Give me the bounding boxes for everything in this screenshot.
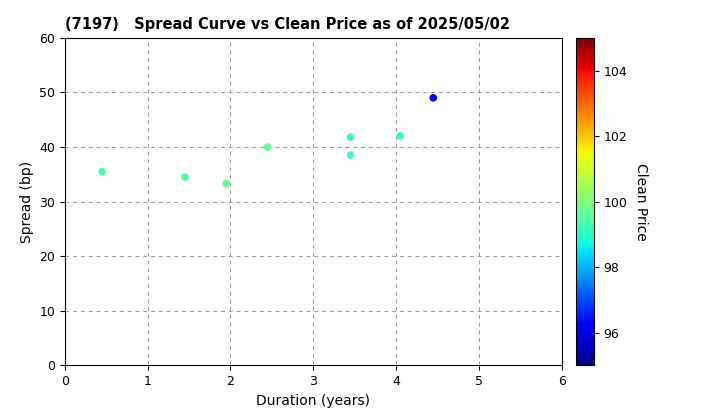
Point (179, 174, 191, 181)
Y-axis label: Clean Price: Clean Price (634, 163, 649, 241)
Y-axis label: Spread (bp): Spread (bp) (19, 160, 34, 243)
Point (262, 144, 274, 150)
Point (96, 168, 108, 175)
Point (345, 152, 356, 159)
Point (428, 94, 439, 101)
Point (220, 180, 232, 187)
Point (395, 133, 406, 139)
Point (345, 134, 356, 141)
Text: (7197)   Spread Curve vs Clean Price as of 2025/05/02: (7197) Spread Curve vs Clean Price as of… (65, 18, 510, 32)
X-axis label: Duration (years): Duration (years) (256, 394, 370, 408)
